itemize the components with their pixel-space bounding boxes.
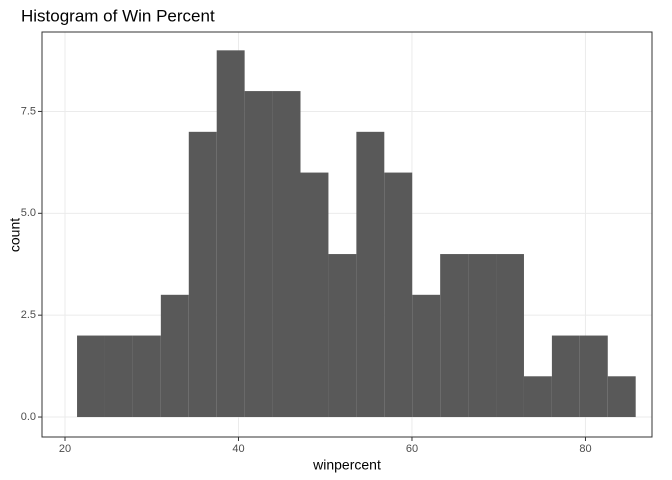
bar [160,294,189,418]
bar [607,376,636,418]
bar [468,254,497,418]
panel-border [41,31,653,438]
bar [216,50,245,418]
bar [440,254,469,418]
y-axis-title: count [7,218,23,252]
bar [328,254,357,418]
bar [356,131,385,418]
y-tick-label: 5.0 [21,207,36,219]
bar [77,335,105,418]
x-tick-label: 20 [59,443,71,455]
bar [272,91,301,418]
x-tick-label: 60 [406,443,418,455]
bar [104,335,133,418]
x-tick-label: 40 [232,443,244,455]
bar [551,335,580,418]
bar [132,335,161,418]
bar [412,294,441,418]
bar [300,172,329,418]
bar [384,172,413,418]
chart-title: Histogram of Win Percent [21,6,215,25]
x-axis-title: winpercent [312,457,381,473]
bar [244,91,273,418]
x-tick-label: 80 [579,443,591,455]
bar [188,131,217,418]
bar [523,376,552,418]
y-tick-label: 2.5 [21,309,36,321]
bar [496,254,524,418]
y-tick-label: 7.5 [21,105,36,117]
bar [579,335,608,418]
y-tick-label: 0.0 [21,411,36,423]
